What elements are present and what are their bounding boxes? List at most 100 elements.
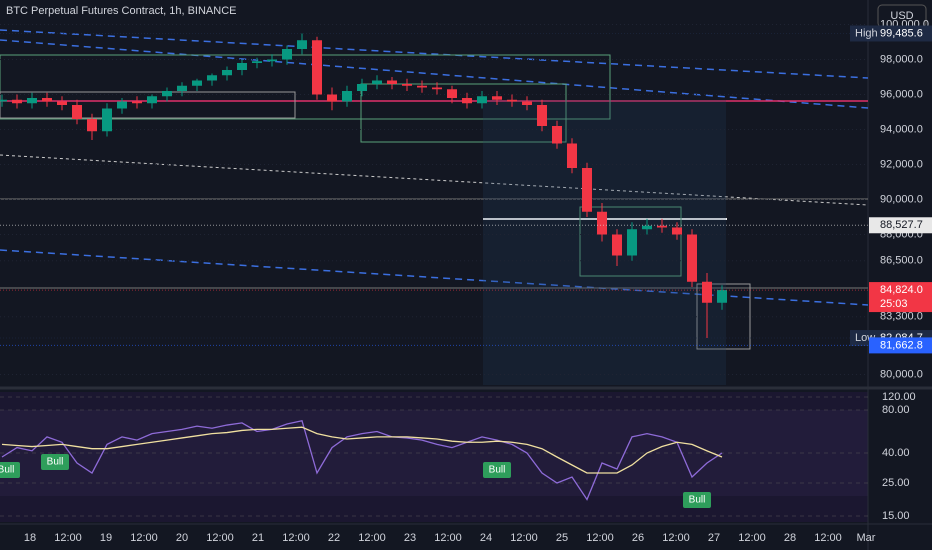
countdown: 25:03 — [880, 298, 908, 310]
candle-body — [462, 98, 472, 104]
candle-body — [432, 87, 442, 90]
x-tick-label: 22 — [328, 532, 340, 544]
price-badge — [869, 282, 932, 313]
candle-body — [222, 70, 232, 76]
y-tick-label: 98,000.0 — [880, 53, 923, 65]
y-tick-label: 83,300.0 — [880, 311, 923, 323]
candle-body — [102, 108, 112, 132]
price-badge-name: High — [855, 27, 878, 39]
candle-body — [417, 85, 427, 88]
candle-body — [492, 96, 502, 100]
candle-body — [72, 105, 82, 119]
price-badge-label: 84,824.0 — [880, 284, 923, 296]
x-tick-label: 27 — [708, 532, 720, 544]
price-badge — [869, 337, 932, 354]
y-tick-label: 94,000.0 — [880, 123, 923, 135]
drawings — [0, 29, 869, 385]
candle-body — [267, 59, 277, 62]
candle-body — [642, 225, 652, 230]
y-tick-label: 96,000.0 — [880, 88, 923, 100]
y-tick-label: 80,000.0 — [880, 368, 923, 380]
signal-label: Bull — [689, 495, 706, 506]
y-tick-label: 92,000.0 — [880, 158, 923, 170]
x-tick-label: 12:00 — [586, 532, 614, 544]
y-tick-label: 25.00 — [882, 477, 910, 489]
x-tick-label: 18 — [24, 532, 36, 544]
y-tick-label: 80.00 — [882, 404, 910, 416]
y-tick-label: 86,500.0 — [880, 255, 923, 267]
candle-body — [252, 61, 262, 63]
candle-body — [162, 91, 172, 97]
rsi-line — [1, 419, 723, 501]
candle-body — [387, 80, 397, 84]
x-tick-label: 26 — [632, 532, 644, 544]
chart-title: BTC Perpetual Futures Contract, 1h, BINA… — [6, 5, 236, 17]
candle-body — [567, 143, 577, 168]
candle-body — [627, 229, 637, 256]
x-tick-label: 12:00 — [358, 532, 386, 544]
candle-body — [297, 40, 307, 49]
y-tick-label: 90,000.0 — [880, 193, 923, 205]
candle-body — [717, 290, 727, 303]
candle-body — [117, 101, 127, 109]
x-tick-label: 19 — [100, 532, 112, 544]
candle-body — [522, 101, 532, 105]
candle-body — [57, 101, 67, 105]
candle-body — [687, 234, 697, 282]
signal-badge — [483, 462, 511, 478]
candle-body — [147, 96, 157, 104]
signal-label: Bull — [489, 465, 506, 476]
currency[interactable]: USD — [890, 10, 913, 22]
x-tick-label: 12:00 — [662, 532, 690, 544]
candle-body — [372, 80, 382, 84]
x-tick-label: 12:00 — [54, 532, 82, 544]
y-tick-label: 15.00 — [882, 510, 910, 522]
x-tick-label: 23 — [404, 532, 416, 544]
signal-label: Bull — [47, 457, 64, 468]
candle-body — [342, 91, 352, 102]
x-tick-label: 12:00 — [434, 532, 462, 544]
x-tick-label: 12:00 — [738, 532, 766, 544]
candle-body — [0, 99, 7, 102]
candle-body — [12, 99, 22, 104]
signal-label: Bull — [0, 465, 14, 476]
price-badge-label: 99,485.6 — [880, 27, 923, 39]
candle-body — [537, 105, 547, 126]
candle-body — [357, 84, 367, 91]
price-badge-label: 81,662.8 — [880, 339, 923, 351]
candle-body — [702, 281, 712, 303]
x-tick-label: 12:00 — [282, 532, 310, 544]
signal-badge — [683, 492, 711, 508]
y-tick-label: 40.00 — [882, 447, 910, 459]
y-tick-label: 120.00 — [882, 391, 916, 403]
x-tick-label: 21 — [252, 532, 264, 544]
candle-body — [237, 63, 247, 70]
candle-body — [177, 85, 187, 91]
price-badge-label: 88,527.7 — [880, 219, 923, 231]
x-tick-label: 12:00 — [814, 532, 842, 544]
candle-body — [27, 98, 37, 104]
x-tick-label: 24 — [480, 532, 492, 544]
x-tick-label: 12:00 — [510, 532, 538, 544]
x-tick-label: 25 — [556, 532, 568, 544]
candle-body — [447, 89, 457, 98]
candle-body — [312, 40, 322, 95]
price-badge-name-bg — [850, 25, 876, 42]
candle-body — [582, 168, 592, 212]
price-badge — [869, 25, 932, 42]
candle-body — [552, 126, 562, 144]
candle-body — [87, 119, 97, 132]
candle-body — [327, 94, 337, 102]
candle-body — [672, 227, 682, 235]
candle-body — [42, 98, 52, 102]
candle-body — [657, 225, 667, 228]
candle-body — [192, 80, 202, 86]
x-tick-label: 12:00 — [130, 532, 158, 544]
candle-body — [597, 211, 607, 235]
candle-body — [132, 101, 142, 104]
candle-body — [507, 99, 517, 102]
x-tick-label: 12:00 — [206, 532, 234, 544]
rsi-line — [1, 426, 723, 474]
x-tick-label: 20 — [176, 532, 188, 544]
